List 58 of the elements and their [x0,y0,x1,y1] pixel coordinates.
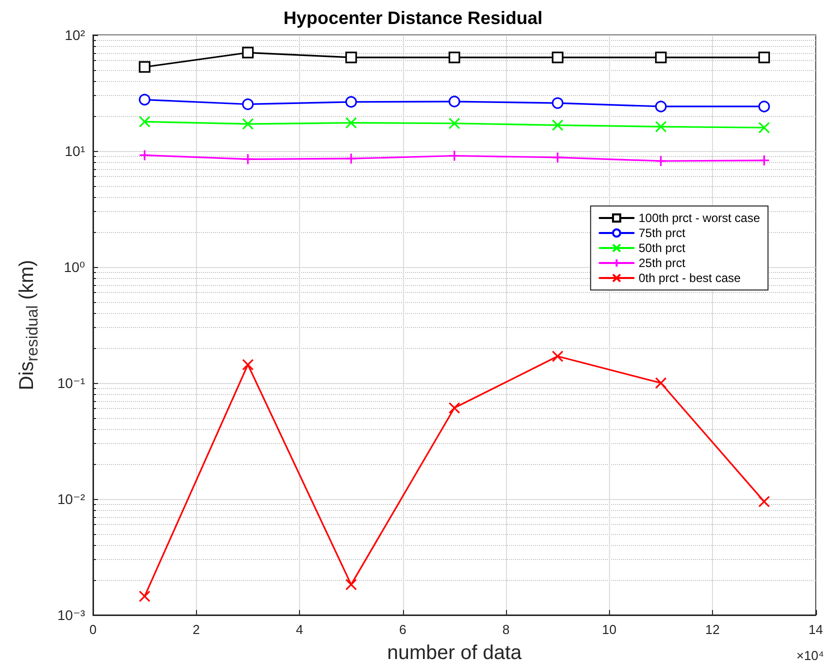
point [138,116,150,128]
legend-label: 100th prct - worst case [638,211,760,225]
x-axis-title: number of data [387,642,523,664]
text: ×10⁴ [796,648,824,663]
y-axis-title: Disresidual (km) [16,260,42,390]
point [448,118,460,130]
point [138,590,150,602]
chart-title: Hypocenter Distance Residual [283,8,543,28]
point [655,155,667,167]
point [758,52,770,64]
point [345,152,357,164]
point [448,402,460,414]
legend-label: 25th prct [638,256,686,270]
point [758,154,770,166]
x-tick-label: 0 [89,622,97,637]
point [552,97,564,109]
y-tick-label: 10⁻² [57,491,86,507]
point [552,152,564,164]
point [655,52,667,64]
x-tick-label: 12 [705,622,720,637]
point [345,578,357,590]
point [655,100,667,112]
legend-label: 75th prct [638,226,686,240]
point [345,96,357,108]
y-tick-label: 10⁻³ [57,607,86,623]
point [345,117,357,129]
point [448,52,460,64]
point [242,118,254,130]
x-tick-label: 14 [808,622,824,637]
point [242,98,254,110]
point [242,153,254,165]
point [758,100,770,112]
point [242,358,254,370]
point [448,96,460,108]
point [758,496,770,508]
point [345,52,357,64]
point [138,149,150,161]
x-tick-label: 6 [399,622,406,637]
point [552,350,564,362]
point [655,377,667,389]
y-tick-label: 10⁰ [64,259,86,275]
x-tick-label: 2 [192,622,200,637]
x-tick-label: 8 [502,622,510,637]
legend-label: 50th prct [638,241,686,255]
point [655,120,667,132]
x-tick-label: 10 [602,622,616,637]
point [138,94,150,106]
y-tick-label: 10² [64,27,86,43]
x-tick-label: 4 [296,622,304,637]
point [242,46,254,58]
point [552,52,564,64]
point [448,150,460,162]
y-tick-label: 10⁻¹ [57,375,86,391]
y-tick-label: 10¹ [64,143,86,159]
point [552,119,564,131]
point [758,122,770,134]
legend-label: 0th prct - best case [638,271,741,285]
point [138,61,150,73]
